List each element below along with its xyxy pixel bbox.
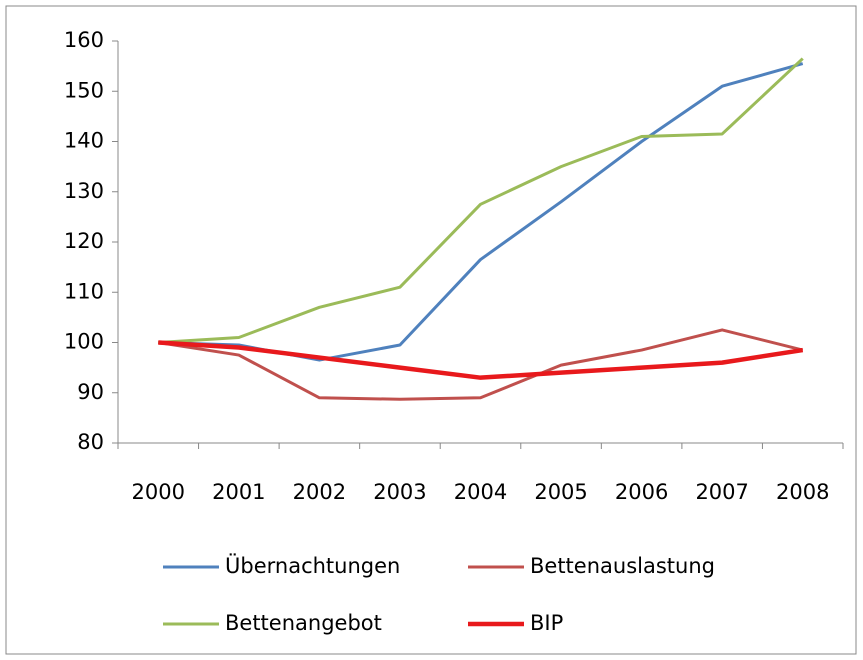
y-tick-label: 90 xyxy=(77,380,104,404)
legend-label: Bettenauslastung xyxy=(530,554,715,578)
x-tick-label: 2008 xyxy=(776,480,829,504)
x-tick-label: 2007 xyxy=(695,480,748,504)
y-tick-label: 80 xyxy=(77,430,104,454)
series-line xyxy=(158,57,804,344)
y-tick-label: 110 xyxy=(64,279,104,303)
x-tick-label: 2006 xyxy=(615,480,668,504)
x-tick-label: 2003 xyxy=(373,480,426,504)
legend-label: Übernachtungen xyxy=(225,553,400,578)
y-tick-label: 150 xyxy=(64,78,104,102)
legend-label: Bettenangebot xyxy=(225,611,382,635)
y-tick-label: 140 xyxy=(64,129,104,153)
chart-frame xyxy=(5,5,857,655)
x-tick-label: 2001 xyxy=(212,480,265,504)
x-tick-label: 2002 xyxy=(293,480,346,504)
y-tick-label: 100 xyxy=(64,330,104,354)
y-tick-label: 130 xyxy=(64,179,104,203)
x-tick-label: 2005 xyxy=(534,480,587,504)
y-tick-label: 120 xyxy=(64,229,104,253)
legend-label: BIP xyxy=(530,611,563,635)
series-line xyxy=(158,328,804,401)
x-tick-label: 2000 xyxy=(132,480,185,504)
y-tick-label: 160 xyxy=(64,28,104,52)
series-line xyxy=(158,340,804,380)
x-tick-label: 2004 xyxy=(454,480,507,504)
